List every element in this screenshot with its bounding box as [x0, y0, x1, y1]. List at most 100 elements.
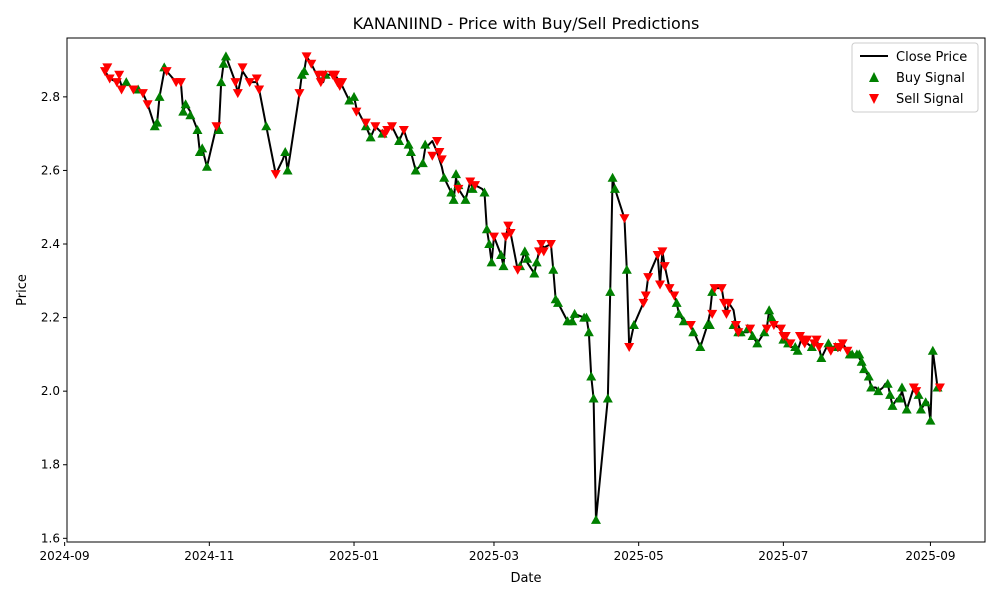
- sell-signal-marker: [351, 107, 362, 117]
- buy-signal-marker: [548, 264, 559, 274]
- y-axis-ticks: 1.6 1.8 2.0 2.2 2.4 2.6 2.8: [41, 90, 67, 545]
- buy-signal-marker: [121, 77, 132, 87]
- buy-signal-marker: [896, 382, 907, 392]
- sell-signal-marker: [337, 78, 348, 88]
- buy-signal-marker: [621, 264, 632, 274]
- buy-signal-marker: [201, 161, 212, 171]
- sell-signal-marker: [270, 170, 281, 180]
- y-tick-label: 1.8: [41, 458, 60, 472]
- buy-signal-marker: [913, 389, 924, 399]
- sell-signal-marker: [503, 221, 514, 231]
- sell-signal-marker: [669, 291, 680, 301]
- buy-signal-marker: [486, 257, 497, 267]
- buy-signal-marker: [873, 386, 884, 396]
- x-axis-ticks: 2024-09 2024-11 2025-01 2025-03 2025-05 2025-…: [40, 542, 956, 563]
- buy-signal-marker: [403, 139, 414, 149]
- sell-signal-marker: [730, 320, 741, 330]
- buy-signal-marker: [365, 132, 376, 142]
- sell-signal-marker: [619, 214, 630, 224]
- plot-frame: [66, 37, 986, 543]
- buy-signal-marker: [446, 187, 457, 197]
- sell-signal-marker: [733, 328, 744, 338]
- buy-signal-marker: [405, 147, 416, 157]
- sell-signal-marker: [825, 346, 836, 356]
- buy-signal-marker: [806, 342, 817, 352]
- sell-signal-marker: [360, 118, 371, 128]
- sell-signal-marker: [294, 89, 305, 99]
- sell-signal-marker: [318, 70, 329, 80]
- y-tick-label: 2.4: [41, 237, 60, 251]
- buy-signal-marker: [467, 183, 478, 193]
- buy-signal-marker: [417, 158, 428, 168]
- buy-signal-marker: [823, 338, 834, 348]
- buy-signal-marker: [764, 305, 775, 315]
- chart-title: KANANIIND - Price with Buy/Sell Predicti…: [353, 14, 700, 33]
- buy-signal-marker: [522, 253, 533, 263]
- legend: Close Price Buy Signal Sell Signal: [851, 42, 979, 113]
- sell-signal-marker: [453, 184, 464, 194]
- buy-signal-marker: [213, 124, 224, 134]
- buy-signal-marker: [885, 389, 896, 399]
- buy-signal-marker: [854, 349, 865, 359]
- sell-signal-marker: [398, 125, 409, 135]
- buy-signal-marker: [410, 165, 421, 175]
- x-tick-label: 2024-11: [184, 549, 234, 563]
- buy-signal-marker: [460, 194, 471, 204]
- sell-signal-marker: [536, 240, 547, 250]
- x-tick-label: 2025-09: [905, 549, 955, 563]
- buy-signal-marker: [569, 308, 580, 318]
- buy-signal-marker: [887, 400, 898, 410]
- sell-signal-marker: [512, 265, 523, 275]
- buy-signal-marker: [519, 246, 530, 256]
- buy-signal-marker: [451, 169, 462, 179]
- sell-signal-marker: [768, 320, 779, 330]
- sell-signal-marker: [538, 247, 549, 257]
- sell-signal-marker: [652, 251, 663, 261]
- buy-signal-marker: [581, 312, 592, 322]
- sell-signal-marker: [142, 100, 153, 110]
- buy-signal-marker: [747, 330, 758, 340]
- buy-signal-marker: [752, 338, 763, 348]
- buy-signal-marker: [583, 327, 594, 337]
- sell-signal-marker: [230, 78, 241, 88]
- sell-signal-marker: [116, 85, 127, 95]
- sell-signal-marker: [386, 122, 397, 132]
- sell-signal-marker: [251, 74, 262, 84]
- sell-signal-marker: [128, 85, 139, 95]
- sell-signal-marker: [382, 125, 393, 135]
- sell-signal-marker: [638, 298, 649, 308]
- sell-signal-marker: [175, 78, 186, 88]
- sell-signal-marker: [114, 70, 125, 80]
- sell-signal-marker: [301, 52, 312, 62]
- buy-signal-marker: [759, 327, 770, 337]
- buy-signal-marker: [925, 415, 936, 425]
- sell-signal-marker: [111, 78, 122, 88]
- sell-signal-marker: [707, 309, 718, 319]
- buy-signal-marker: [901, 404, 912, 414]
- buy-signal-marker: [197, 143, 208, 153]
- buy-signal-marker: [609, 183, 620, 193]
- sell-signal-marker: [723, 298, 734, 308]
- buy-signal-marker: [894, 393, 905, 403]
- buy-signal-marker: [553, 297, 564, 307]
- sell-signal-marker: [761, 324, 772, 334]
- sell-signal-marker: [811, 335, 822, 345]
- sell-signal-marker: [161, 67, 172, 77]
- buy-signal-marker: [178, 106, 189, 116]
- sell-signal-marker: [780, 331, 791, 341]
- buy-signal-marker: [531, 257, 542, 267]
- sell-signal-marker: [813, 343, 824, 353]
- y-tick-label: 2.8: [41, 90, 60, 104]
- sell-signal-marker: [842, 346, 853, 356]
- legend-label-sell: Sell Signal: [896, 92, 964, 107]
- buy-signal-marker: [859, 364, 870, 374]
- sell-signal-marker: [315, 78, 326, 88]
- sell-signal-marker: [837, 339, 848, 349]
- sell-signal-marker: [488, 232, 499, 242]
- buy-signal-marker: [448, 194, 459, 204]
- x-tick-label: 2025-01: [329, 549, 379, 563]
- buy-signal-marker: [605, 286, 616, 296]
- sell-signal-marker: [664, 284, 675, 294]
- plot-area: [99, 51, 945, 524]
- sell-signal-marker: [745, 324, 756, 334]
